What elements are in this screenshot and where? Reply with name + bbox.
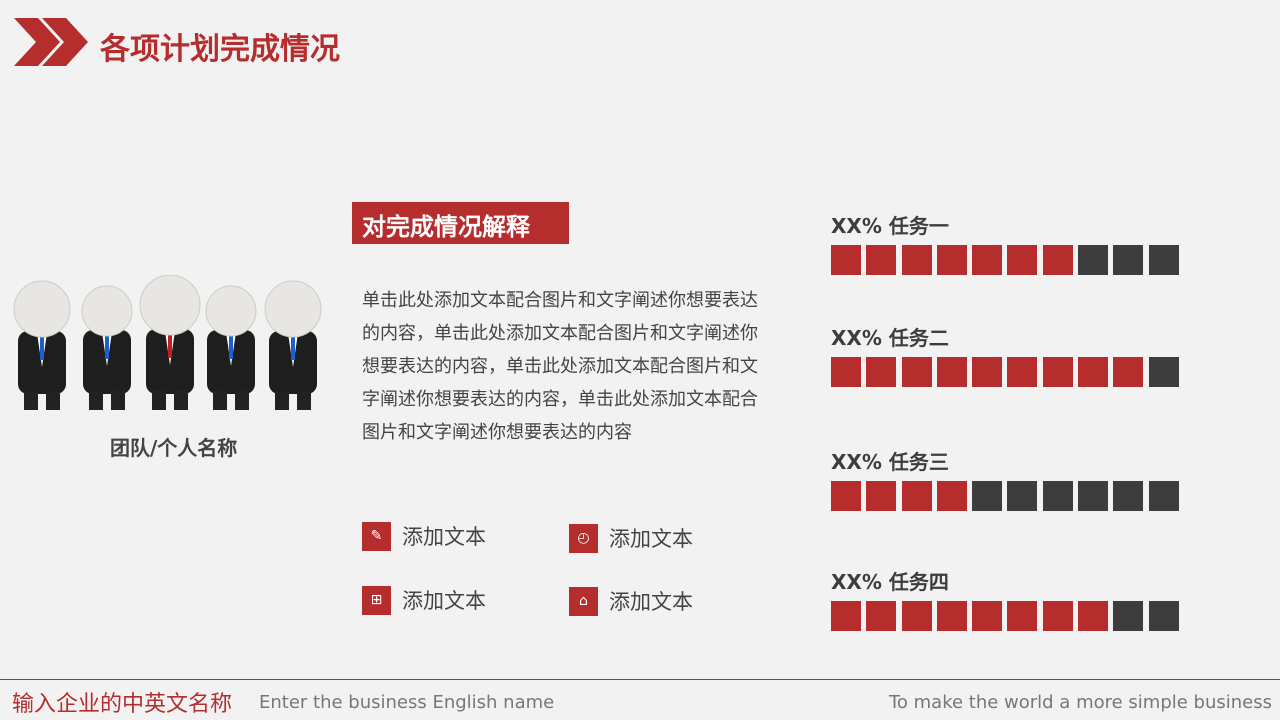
progress-segment-filled (1078, 357, 1109, 387)
progress-segment-filled (901, 481, 932, 511)
progress-segment-filled (866, 601, 897, 631)
progress-segment-empty (1113, 481, 1144, 511)
person-figure (81, 285, 133, 410)
progress-segment-filled (831, 245, 861, 275)
progress-segment-empty (1148, 357, 1179, 387)
progress-segment-filled (936, 245, 967, 275)
progress-segment-filled (1007, 601, 1038, 631)
team-name: 团队/个人名称 (110, 436, 238, 460)
progress-segment-filled (831, 481, 861, 511)
progress-segment-filled (1113, 357, 1144, 387)
progress-segment-filled (972, 245, 1003, 275)
feature-item: ✎ 添加文本 (362, 521, 486, 551)
progress-bar (831, 601, 1179, 631)
progress-segment-filled (936, 601, 967, 631)
progress-segment-empty (1148, 481, 1179, 511)
explain-heading: 对完成情况解释 (352, 202, 569, 244)
progress-segment-filled (831, 601, 861, 631)
page-title: 各项计划完成情况 (100, 32, 340, 67)
progress-segment-filled (936, 481, 967, 511)
progress-segment-empty (1042, 481, 1073, 511)
progress-bar (831, 357, 1179, 387)
feature-label: 添加文本 (609, 590, 693, 614)
progress-segment-filled (1078, 601, 1109, 631)
progress-segment-empty (1148, 245, 1179, 275)
progress-segment-empty (1007, 481, 1038, 511)
feature-item: ◴ 添加文本 (569, 523, 693, 553)
progress-segment-filled (1007, 245, 1038, 275)
progress-segment-filled (972, 357, 1003, 387)
progress-segment-empty (1113, 601, 1144, 631)
progress-segment-filled (1007, 357, 1038, 387)
person-figure (13, 280, 71, 410)
clock-icon: ◴ (569, 523, 598, 553)
task-progress: XX% 任务三 (831, 446, 1179, 511)
feature-label: 添加文本 (402, 589, 486, 613)
progress-segment-filled (972, 601, 1003, 631)
double-chevron-icon (14, 18, 88, 66)
progress-segment-filled (866, 245, 897, 275)
footer-divider (0, 679, 1280, 680)
feature-label: 添加文本 (402, 525, 486, 549)
progress-segment-filled (831, 357, 861, 387)
progress-bar (831, 245, 1179, 275)
footer-company-cn: 输入企业的中英文名称 (12, 692, 233, 717)
footer-slogan: To make the world a more simple business (888, 692, 1272, 713)
task-label: XX% 任务三 (831, 450, 949, 474)
team-people-image (13, 275, 322, 410)
task-progress: XX% 任务四 (831, 566, 1179, 631)
grid-icon: ⊞ (362, 585, 391, 615)
person-figure (139, 275, 201, 410)
person-figure (205, 285, 257, 410)
task-progress: XX% 任务二 (831, 322, 1179, 387)
task-label: XX% 任务二 (831, 326, 949, 350)
progress-segment-empty (972, 481, 1003, 511)
progress-segment-filled (901, 601, 932, 631)
progress-segment-filled (1042, 245, 1073, 275)
home-icon: ⌂ (569, 586, 598, 616)
task-label: XX% 任务一 (831, 214, 949, 238)
progress-bar (831, 481, 1179, 511)
progress-segment-filled (1042, 601, 1073, 631)
footer-company-en: Enter the business English name (259, 692, 555, 713)
feature-item: ⌂ 添加文本 (569, 586, 693, 616)
task-progress: XX% 任务一 (831, 210, 1179, 275)
person-figure (264, 280, 322, 410)
progress-segment-filled (901, 245, 932, 275)
feature-item: ⊞ 添加文本 (362, 585, 486, 615)
progress-segment-empty (1078, 481, 1109, 511)
progress-segment-empty (1113, 245, 1144, 275)
progress-segment-filled (901, 357, 932, 387)
feature-label: 添加文本 (609, 527, 693, 551)
explain-body: 单击此处添加文本配合图片和文字阐述你想要表达的内容，单击此处添加文本配合图片和文… (362, 290, 758, 443)
progress-segment-empty (1148, 601, 1179, 631)
edit-icon: ✎ (362, 521, 391, 551)
progress-segment-filled (866, 357, 897, 387)
progress-segment-filled (1042, 357, 1073, 387)
progress-segment-filled (936, 357, 967, 387)
task-label: XX% 任务四 (831, 570, 949, 594)
progress-segment-filled (866, 481, 897, 511)
progress-segment-empty (1078, 245, 1109, 275)
